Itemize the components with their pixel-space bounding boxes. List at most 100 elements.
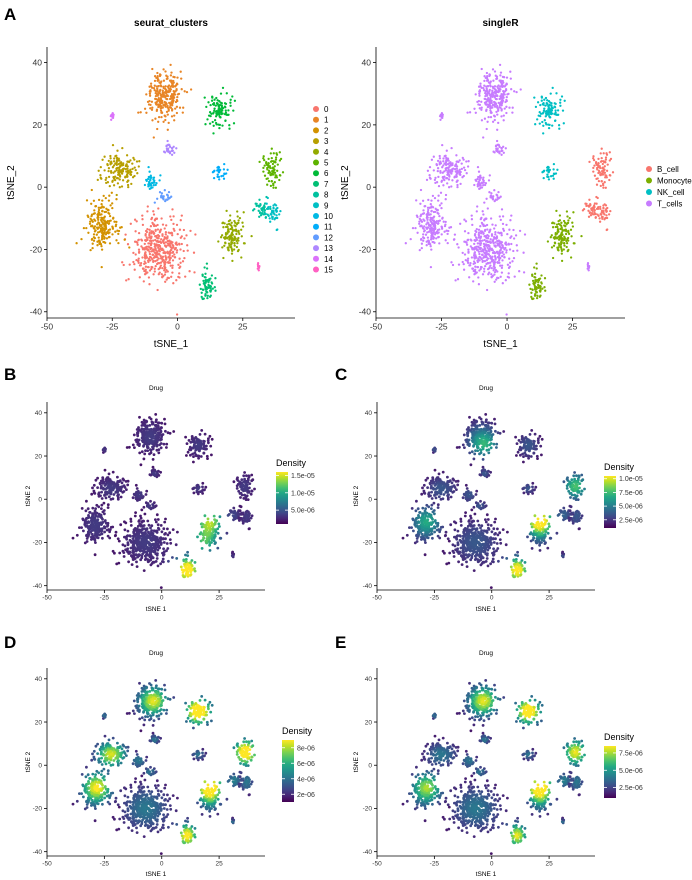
data-point xyxy=(547,178,551,181)
data-point xyxy=(91,242,94,245)
data-point xyxy=(143,427,147,431)
data-point xyxy=(146,541,150,545)
data-point xyxy=(429,245,432,248)
data-point xyxy=(502,227,505,231)
data-point xyxy=(213,169,216,172)
data-point xyxy=(593,174,597,177)
data-point xyxy=(500,231,503,235)
data-point xyxy=(500,266,504,270)
data-point xyxy=(159,446,163,450)
data-point xyxy=(494,269,498,272)
data-point xyxy=(160,115,163,119)
data-point xyxy=(204,281,207,284)
data-point xyxy=(498,63,502,67)
data-point xyxy=(501,215,505,218)
data-point xyxy=(491,68,495,71)
data-point xyxy=(143,262,146,266)
data-point xyxy=(429,202,432,206)
data-point xyxy=(488,174,491,177)
data-point xyxy=(162,120,165,123)
data-point xyxy=(228,124,231,127)
data-point xyxy=(531,279,535,283)
data-point xyxy=(485,71,489,75)
data-point xyxy=(240,512,244,516)
data-point xyxy=(227,222,231,226)
data-point xyxy=(269,220,272,223)
data-point xyxy=(122,167,126,170)
legend-swatch xyxy=(313,180,319,187)
data-point xyxy=(212,176,216,180)
data-point xyxy=(482,136,485,139)
data-point xyxy=(117,480,121,484)
scatter-points xyxy=(75,63,285,316)
data-point xyxy=(237,230,240,234)
data-point xyxy=(144,251,147,254)
data-point xyxy=(554,225,557,229)
data-point xyxy=(116,229,119,232)
legend-label: 13 xyxy=(324,244,333,253)
data-point xyxy=(547,112,550,115)
data-point xyxy=(430,216,434,220)
data-point xyxy=(210,521,214,525)
data-point xyxy=(506,232,509,236)
data-point xyxy=(151,258,154,261)
data-point xyxy=(494,94,498,97)
data-point xyxy=(493,189,496,192)
data-point xyxy=(560,235,563,239)
data-point xyxy=(223,172,226,175)
data-point xyxy=(477,257,480,260)
data-point xyxy=(227,227,230,231)
data-point xyxy=(495,104,499,108)
data-point xyxy=(456,185,459,189)
data-point xyxy=(158,179,161,182)
data-point xyxy=(226,168,229,171)
data-point xyxy=(499,275,502,278)
data-point xyxy=(434,181,437,185)
data-point xyxy=(175,249,179,252)
data-point xyxy=(152,536,155,540)
data-point xyxy=(485,250,488,254)
data-point xyxy=(126,175,129,178)
data-point xyxy=(237,219,240,222)
data-point xyxy=(554,172,558,175)
legend-swatch xyxy=(313,266,319,273)
data-point xyxy=(593,205,596,209)
data-point xyxy=(551,124,554,127)
data-point xyxy=(467,248,470,251)
data-point xyxy=(461,251,464,255)
data-point xyxy=(559,227,562,231)
data-point xyxy=(531,288,534,291)
data-point xyxy=(587,266,591,269)
data-point xyxy=(200,291,203,294)
data-point xyxy=(500,104,503,107)
data-point xyxy=(94,527,98,531)
data-point xyxy=(432,155,435,158)
data-point xyxy=(123,528,127,532)
x-tick-label: 0 xyxy=(160,595,164,602)
data-point xyxy=(593,202,597,205)
legend-label: 9 xyxy=(324,201,329,210)
data-point xyxy=(100,177,103,180)
data-point xyxy=(267,161,270,165)
data-point xyxy=(557,219,560,223)
data-point xyxy=(451,263,455,267)
data-point xyxy=(547,99,551,103)
data-point xyxy=(199,455,203,458)
data-point xyxy=(113,157,116,160)
data-point xyxy=(191,440,195,444)
data-point xyxy=(161,266,164,270)
data-point xyxy=(493,85,497,88)
data-point xyxy=(464,240,467,244)
data-point xyxy=(143,452,147,456)
data-point xyxy=(227,219,231,223)
data-point xyxy=(135,240,138,244)
data-point xyxy=(482,224,485,228)
data-point xyxy=(97,208,101,212)
data-point xyxy=(477,233,480,236)
data-point xyxy=(512,228,515,232)
data-point xyxy=(157,451,161,455)
data-point xyxy=(601,182,605,185)
data-point xyxy=(483,270,486,273)
data-point xyxy=(518,270,521,273)
data-point xyxy=(274,156,278,159)
